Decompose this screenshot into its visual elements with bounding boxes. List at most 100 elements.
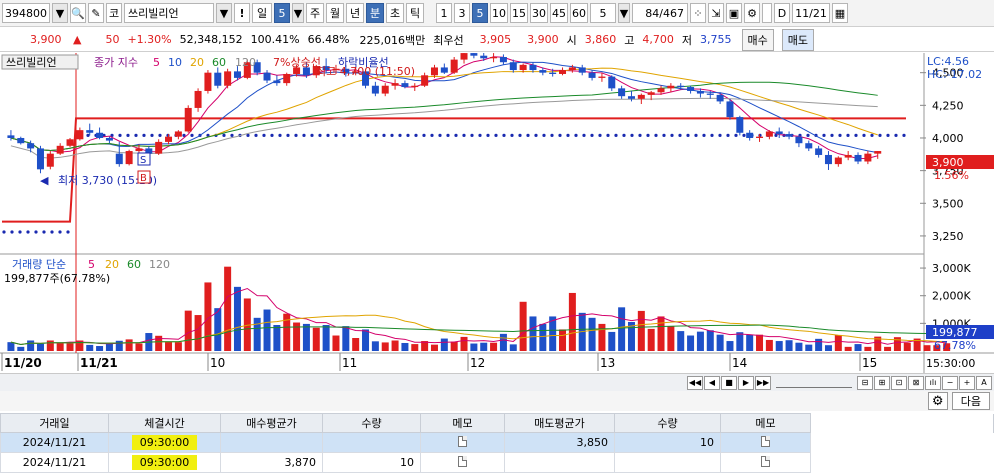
fall-ratio-dot (110, 133, 114, 137)
interval-30-button[interactable]: 30 (530, 3, 548, 23)
count-dropdown[interactable]: ▼ (618, 3, 630, 23)
grid-settings-icon[interactable]: ⚙ (927, 392, 948, 410)
interval-45-button[interactable]: 45 (550, 3, 568, 23)
fall-ratio-dot (630, 133, 634, 137)
volume-bar (480, 342, 488, 351)
fall-ratio-dot (18, 230, 22, 234)
chart-type-icon[interactable]: ılı (925, 375, 941, 390)
stock-name-field[interactable]: 쓰리빌리언 (124, 3, 214, 23)
volume-ratio: 100.41% (250, 33, 300, 46)
buy-button[interactable]: 매수 (741, 28, 774, 51)
period-min-button[interactable]: 분 (366, 3, 384, 23)
save-icon[interactable]: ▣ (726, 3, 742, 23)
stock-name-dropdown[interactable]: ▼ (216, 3, 232, 23)
interval-5-button[interactable]: 5 (472, 3, 488, 23)
toolbar-spacer (426, 3, 434, 23)
search-icon[interactable]: 🔍 (70, 3, 86, 23)
zoom-out-icon[interactable]: ⊟ (857, 375, 873, 390)
period-week-button[interactable]: 주 (306, 3, 324, 23)
table-row[interactable]: 2024/11/21 09:30:00 3,870 10 (0, 452, 994, 473)
table-row[interactable]: 2024/11/21 09:30:00 3,850 10 (0, 432, 994, 453)
period-day-button[interactable]: 일 (252, 3, 272, 23)
code-dropdown[interactable]: ▼ (52, 3, 68, 23)
scroll-prev-button[interactable]: ◀ (704, 375, 720, 390)
interval-3-button[interactable]: 3 (454, 3, 470, 23)
candle-body (243, 62, 251, 78)
zoom-in-icon[interactable]: ⊞ (874, 375, 890, 390)
chart-area[interactable]: 4,500 4,250 4,000 3,750 3,500 3,250 3,000K 2,00… (0, 46, 994, 373)
count-input[interactable]: 5 (590, 3, 616, 23)
candle-body (283, 73, 291, 84)
candle-body (490, 57, 498, 59)
plus-button[interactable]: + (959, 375, 975, 390)
interval-60-button[interactable]: 60 (570, 3, 588, 23)
volume-bar (7, 342, 15, 351)
sell-button[interactable]: 매도 (781, 28, 815, 51)
x-tick-label: 11 (342, 356, 357, 370)
fall-ratio-dot (246, 133, 250, 137)
zoom-fit-icon[interactable]: ⊠ (908, 375, 924, 390)
y-axis-labels: 4,5004,2504,0003,7503,5003,2503,000K2,00… (932, 67, 971, 331)
period-month-button[interactable]: 월 (326, 3, 344, 23)
fall-ratio-dot (718, 133, 722, 137)
volume-bar (677, 331, 685, 351)
candle-body (332, 68, 340, 71)
edit-icon[interactable]: ✎ (88, 3, 104, 23)
period-year-button[interactable]: 년 (346, 3, 364, 23)
fall-ratio-dot (590, 133, 594, 137)
period-num-dropdown[interactable]: ▼ (292, 3, 304, 23)
settings-icon[interactable]: ⚙ (744, 3, 760, 23)
sell-memo-icon[interactable] (720, 432, 811, 453)
candle-body (864, 153, 872, 162)
volume-bar (430, 344, 438, 351)
grid-icon[interactable]: ⁘ (690, 3, 706, 23)
alert-button[interactable]: ! (234, 3, 250, 23)
fall-ratio-dot (566, 133, 570, 137)
date-checkbox[interactable] (762, 3, 772, 23)
scroll-start-button[interactable]: ◀◀ (687, 375, 703, 390)
zoom-slider[interactable] (776, 378, 852, 388)
legend-fall-line: 하락비율선 (338, 55, 389, 69)
fall-ratio-dot (646, 133, 650, 137)
trade-history-table: 거래일 체결시간 매수평균가 수량 메모 매도평균가 수량 메모 2024/11… (0, 413, 994, 473)
x-tick-label: 11/21 (80, 356, 118, 370)
zoom-reset-icon[interactable]: ⊡ (891, 375, 907, 390)
font-size-button[interactable]: A (976, 375, 992, 390)
price-volume-chart[interactable]: 4,5004,2504,0003,7503,5003,2503,000K2,00… (0, 46, 994, 373)
period-sec-button[interactable]: 초 (386, 3, 404, 23)
candle-body (765, 131, 773, 137)
volume-bar (815, 338, 823, 351)
interval-15-button[interactable]: 15 (510, 3, 528, 23)
chart-edit-icon[interactable]: ⇲ (708, 3, 724, 23)
fall-ratio-dot (838, 133, 842, 137)
sell-memo-icon[interactable] (720, 452, 811, 473)
stock-code-input[interactable]: 394800 (2, 3, 50, 23)
period-tick-button[interactable]: 틱 (406, 3, 424, 23)
calendar-icon[interactable]: ▦ (832, 3, 848, 23)
buy-memo-icon[interactable] (420, 452, 505, 473)
fall-ratio-dot (134, 133, 138, 137)
fall-ratio-dot (510, 133, 514, 137)
period-num-field[interactable]: 5 (274, 3, 290, 23)
scroll-end-button[interactable]: ▶▶ (755, 375, 771, 390)
volume-value: 52,348,152 (179, 33, 243, 46)
fall-ratio-dot (774, 133, 778, 137)
volume-bar (155, 335, 163, 351)
interval-10-button[interactable]: 10 (490, 3, 508, 23)
col-buy-qty: 수량 (322, 413, 421, 433)
minus-button[interactable]: − (942, 375, 958, 390)
buy-memo-icon[interactable] (420, 432, 505, 453)
current-pct-label: 1.56% (934, 169, 969, 182)
interval-1-button[interactable]: 1 (436, 3, 452, 23)
volume-bar (362, 329, 370, 351)
stop-button[interactable]: ■ (721, 375, 737, 390)
fall-ratio-dot (58, 230, 62, 234)
col-exec-time: 체결시간 (108, 413, 221, 433)
date-field[interactable]: 11/21 (792, 3, 830, 23)
volume-bar (460, 336, 468, 351)
scroll-next-button[interactable]: ▶ (738, 375, 754, 390)
next-button[interactable]: 다음 (951, 392, 990, 410)
volume-axis-current: 199,877 (932, 326, 978, 339)
volume-bar (529, 316, 537, 351)
candle-body (302, 67, 310, 76)
